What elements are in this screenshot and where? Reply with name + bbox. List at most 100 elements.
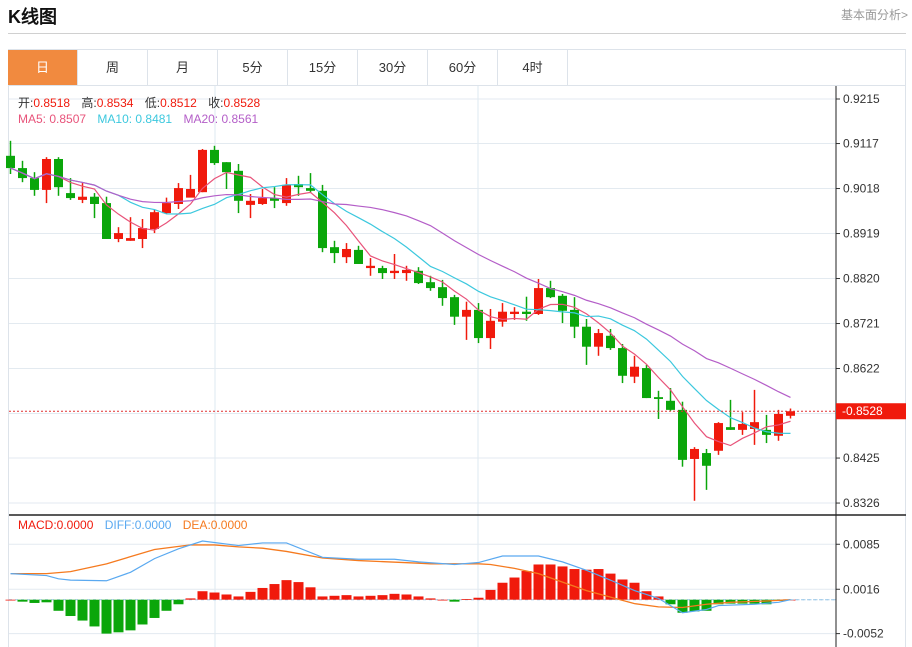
- candle-body: [498, 311, 507, 322]
- candle: [222, 162, 231, 189]
- macd-bar: [77, 599, 88, 621]
- macd-bar: [593, 569, 604, 600]
- candle-body: [594, 333, 603, 347]
- macd-bar: [41, 599, 52, 603]
- macd-bar: [413, 596, 424, 600]
- macd-bar: [497, 582, 508, 600]
- candle: [570, 297, 579, 339]
- macd-bar: [437, 599, 448, 601]
- candle-body: [258, 198, 267, 204]
- candle: [162, 197, 171, 214]
- candle-body: [30, 178, 39, 190]
- candle-body: [750, 422, 759, 429]
- candle: [582, 318, 591, 365]
- candle-body: [486, 320, 495, 339]
- candle-body: [210, 149, 219, 164]
- ma5-value: MA5: 0.8507: [18, 112, 87, 126]
- macd-bar: [113, 599, 124, 633]
- price-tick-label: 0.9215: [843, 92, 880, 106]
- candle-body: [618, 348, 627, 376]
- candle: [318, 184, 327, 253]
- macd-bar: [281, 580, 292, 600]
- candle-body: [54, 158, 63, 188]
- macd-bar: [329, 595, 340, 600]
- macd-bar: [569, 569, 580, 600]
- macd-bar: [53, 599, 64, 611]
- candle: [762, 414, 771, 444]
- macd-bar: [557, 566, 568, 600]
- tab-month[interactable]: 月: [148, 50, 218, 85]
- candle-body: [630, 366, 639, 377]
- macd-bar: [461, 599, 472, 600]
- tab-30min[interactable]: 30分: [358, 50, 428, 85]
- candle-body: [294, 183, 303, 188]
- candle: [66, 178, 75, 200]
- macd-bar: [173, 599, 184, 605]
- macd-bar: [701, 599, 712, 611]
- candle: [618, 343, 627, 384]
- ma10-value: MA10: 0.8481: [97, 112, 173, 126]
- macd-bar: [665, 599, 676, 605]
- macd-bar: [341, 595, 352, 600]
- candle: [738, 412, 747, 435]
- page-title: K线图: [8, 7, 57, 27]
- candle-body: [126, 238, 135, 241]
- candle: [126, 217, 135, 241]
- candle-body: [558, 295, 567, 311]
- candle-body: [534, 288, 543, 314]
- ma20-value: MA20: 0.8561: [183, 112, 259, 126]
- macd-bar: [605, 573, 616, 600]
- candle-body: [318, 190, 327, 249]
- tab-15min[interactable]: 15分: [288, 50, 358, 85]
- macd-bar: [641, 591, 652, 600]
- period-tabs: 日 周 月 5分 15分 30分 60分 4时: [8, 50, 906, 86]
- tab-4hour[interactable]: 4时: [498, 50, 568, 85]
- candle: [702, 448, 711, 490]
- macd-legend: MACD:0.0000 DIFF:0.0000 DEA:0.0000: [18, 518, 255, 532]
- candle-body: [66, 193, 75, 199]
- candle-body: [714, 423, 723, 451]
- macd-bar: [365, 595, 376, 600]
- fundamental-analysis-link[interactable]: 基本面分析>: [840, 8, 908, 22]
- candle-body: [270, 198, 279, 201]
- dea-value: DEA:0.0000: [182, 518, 248, 532]
- header-divider: [8, 33, 906, 34]
- candle: [42, 157, 51, 204]
- candle: [666, 388, 675, 411]
- candle: [786, 408, 795, 419]
- tab-week[interactable]: 周: [78, 50, 148, 85]
- candle: [246, 193, 255, 219]
- macd-bar: [317, 596, 328, 600]
- macd-bar: [401, 594, 412, 600]
- candle: [558, 293, 567, 324]
- macd-tick-label: 0.0016: [843, 582, 880, 596]
- candle: [510, 307, 519, 320]
- candle: [654, 390, 663, 419]
- candle: [30, 172, 39, 196]
- candle-body: [42, 158, 51, 190]
- candle: [474, 303, 483, 344]
- price-tick-label: 0.9018: [843, 182, 880, 196]
- tab-5min[interactable]: 5分: [218, 50, 288, 85]
- low-label: 低:: [144, 96, 161, 110]
- diff-value: DIFF:0.0000: [104, 518, 172, 532]
- candle: [306, 173, 315, 194]
- candle: [102, 196, 111, 239]
- candle-body: [378, 268, 387, 274]
- macd-bar: [149, 599, 160, 618]
- tab-60min[interactable]: 60分: [428, 50, 498, 85]
- candle: [330, 240, 339, 264]
- candle-body: [606, 335, 615, 349]
- candle-body: [150, 212, 159, 229]
- candle-body: [570, 309, 579, 327]
- candle-body: [438, 287, 447, 299]
- ma20-line: [10, 167, 791, 398]
- macd-bar: [197, 591, 208, 600]
- candle: [198, 148, 207, 193]
- tab-day[interactable]: 日: [8, 50, 78, 85]
- candle-body: [450, 297, 459, 317]
- candle: [726, 399, 735, 430]
- candle-body: [306, 188, 315, 191]
- macd-bar: [521, 571, 532, 600]
